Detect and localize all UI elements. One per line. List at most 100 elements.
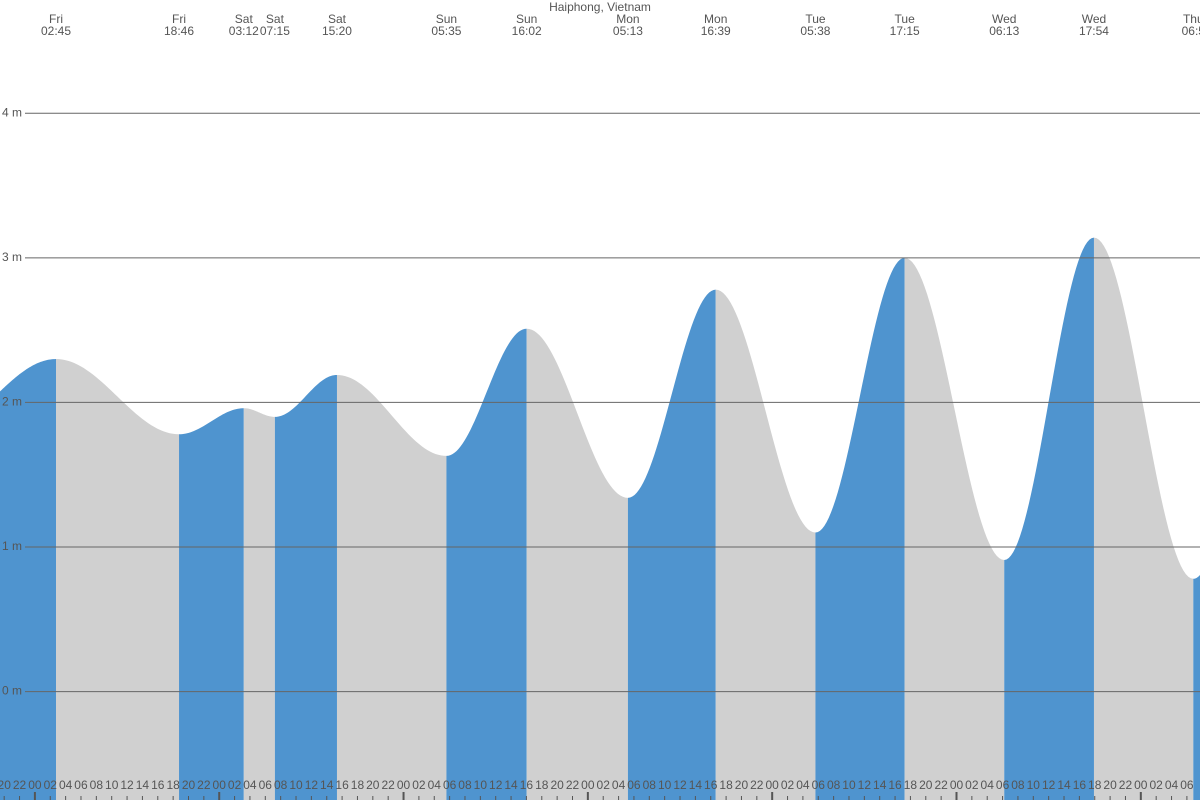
hour-label: 14 xyxy=(504,778,518,792)
tide-segment xyxy=(243,408,275,800)
hour-label: 08 xyxy=(458,778,472,792)
hour-label: 14 xyxy=(1057,778,1071,792)
hour-label: 04 xyxy=(612,778,626,792)
hour-label: 02 xyxy=(228,778,242,792)
hour-label: 08 xyxy=(643,778,657,792)
hour-label: 20 xyxy=(735,778,749,792)
y-tick-label: 0 m xyxy=(2,684,22,698)
hour-label: 22 xyxy=(382,778,396,792)
y-tick-label: 3 m xyxy=(2,250,22,264)
hour-label: 12 xyxy=(1042,778,1056,792)
extreme-day: Sat xyxy=(235,12,254,26)
hour-label: 04 xyxy=(796,778,810,792)
tide-segment xyxy=(446,328,527,800)
hour-label: 18 xyxy=(166,778,180,792)
extreme-day: Mon xyxy=(616,12,639,26)
extreme-time: 17:54 xyxy=(1079,24,1109,38)
extreme-day: Fri xyxy=(172,12,186,26)
extreme-time: 17:15 xyxy=(890,24,920,38)
hour-label: 18 xyxy=(904,778,918,792)
hour-label: 10 xyxy=(105,778,119,792)
hour-label: 20 xyxy=(0,778,11,792)
hour-label: 10 xyxy=(1027,778,1041,792)
hour-label: 14 xyxy=(136,778,150,792)
extreme-day: Thu xyxy=(1183,12,1200,26)
extreme-time: 06:13 xyxy=(989,24,1019,38)
hour-label: 16 xyxy=(1073,778,1087,792)
extreme-day: Sat xyxy=(328,12,347,26)
tide-segment xyxy=(179,408,244,800)
extreme-time: 02:45 xyxy=(41,24,71,38)
hour-label: 20 xyxy=(919,778,933,792)
hour-label: 18 xyxy=(535,778,549,792)
hour-label: 10 xyxy=(658,778,672,792)
hour-label: 08 xyxy=(90,778,104,792)
hour-label: 00 xyxy=(28,778,42,792)
hour-label: 20 xyxy=(366,778,380,792)
tide-segment xyxy=(715,289,816,800)
tide-segment xyxy=(1004,237,1094,800)
hour-label: 16 xyxy=(335,778,349,792)
extreme-time: 06:5 xyxy=(1182,24,1200,38)
hour-label: 12 xyxy=(120,778,134,792)
hour-label: 06 xyxy=(443,778,457,792)
hour-label: 20 xyxy=(182,778,196,792)
hour-label: 06 xyxy=(812,778,826,792)
hour-label: 22 xyxy=(566,778,580,792)
extreme-time: 05:38 xyxy=(800,24,830,38)
hour-label: 04 xyxy=(1165,778,1179,792)
hour-label: 00 xyxy=(213,778,227,792)
hour-label: 04 xyxy=(981,778,995,792)
extreme-time: 05:13 xyxy=(613,24,643,38)
tide-segment xyxy=(0,359,57,800)
hour-label: 08 xyxy=(827,778,841,792)
hour-label: 16 xyxy=(704,778,718,792)
y-tick-label: 1 m xyxy=(2,539,22,553)
hour-label: 00 xyxy=(950,778,964,792)
hour-label: 08 xyxy=(1011,778,1025,792)
chart-title: Haiphong, Vietnam xyxy=(549,0,651,14)
hour-label: 06 xyxy=(1180,778,1194,792)
hour-label: 10 xyxy=(289,778,303,792)
hour-label: 22 xyxy=(1119,778,1133,792)
hour-label: 02 xyxy=(597,778,611,792)
hour-label: 02 xyxy=(965,778,979,792)
hour-label: 06 xyxy=(74,778,88,792)
extreme-day: Fri xyxy=(49,12,63,26)
extreme-time: 16:02 xyxy=(512,24,542,38)
hour-label: 02 xyxy=(412,778,426,792)
hour-label: 14 xyxy=(320,778,334,792)
tide-segment xyxy=(274,374,337,800)
y-tick-label: 4 m xyxy=(2,105,22,119)
hour-label: 20 xyxy=(1103,778,1117,792)
hour-label: 10 xyxy=(842,778,856,792)
hour-label: 06 xyxy=(259,778,273,792)
hour-label: 16 xyxy=(520,778,534,792)
hour-label: 12 xyxy=(673,778,687,792)
hour-label: 12 xyxy=(858,778,872,792)
extreme-day: Wed xyxy=(992,12,1016,26)
extreme-day: Mon xyxy=(704,12,727,26)
hour-label: 16 xyxy=(151,778,165,792)
hour-label: 18 xyxy=(719,778,733,792)
hour-label: 02 xyxy=(1150,778,1164,792)
hour-label: 10 xyxy=(474,778,488,792)
hour-label: 00 xyxy=(766,778,780,792)
tide-areas xyxy=(0,237,1200,800)
tide-segment xyxy=(56,359,180,800)
extreme-time: 16:39 xyxy=(701,24,731,38)
hour-label: 04 xyxy=(243,778,257,792)
hour-label: 02 xyxy=(781,778,795,792)
extreme-time: 07:15 xyxy=(260,24,290,38)
tide-segment xyxy=(627,289,716,800)
hour-label: 22 xyxy=(934,778,948,792)
hour-label: 14 xyxy=(873,778,887,792)
extreme-day: Sat xyxy=(266,12,285,26)
hour-label: 02 xyxy=(44,778,58,792)
hour-label: 04 xyxy=(59,778,73,792)
hour-label: 08 xyxy=(274,778,288,792)
hour-label: 20 xyxy=(550,778,564,792)
hour-label: 00 xyxy=(397,778,411,792)
